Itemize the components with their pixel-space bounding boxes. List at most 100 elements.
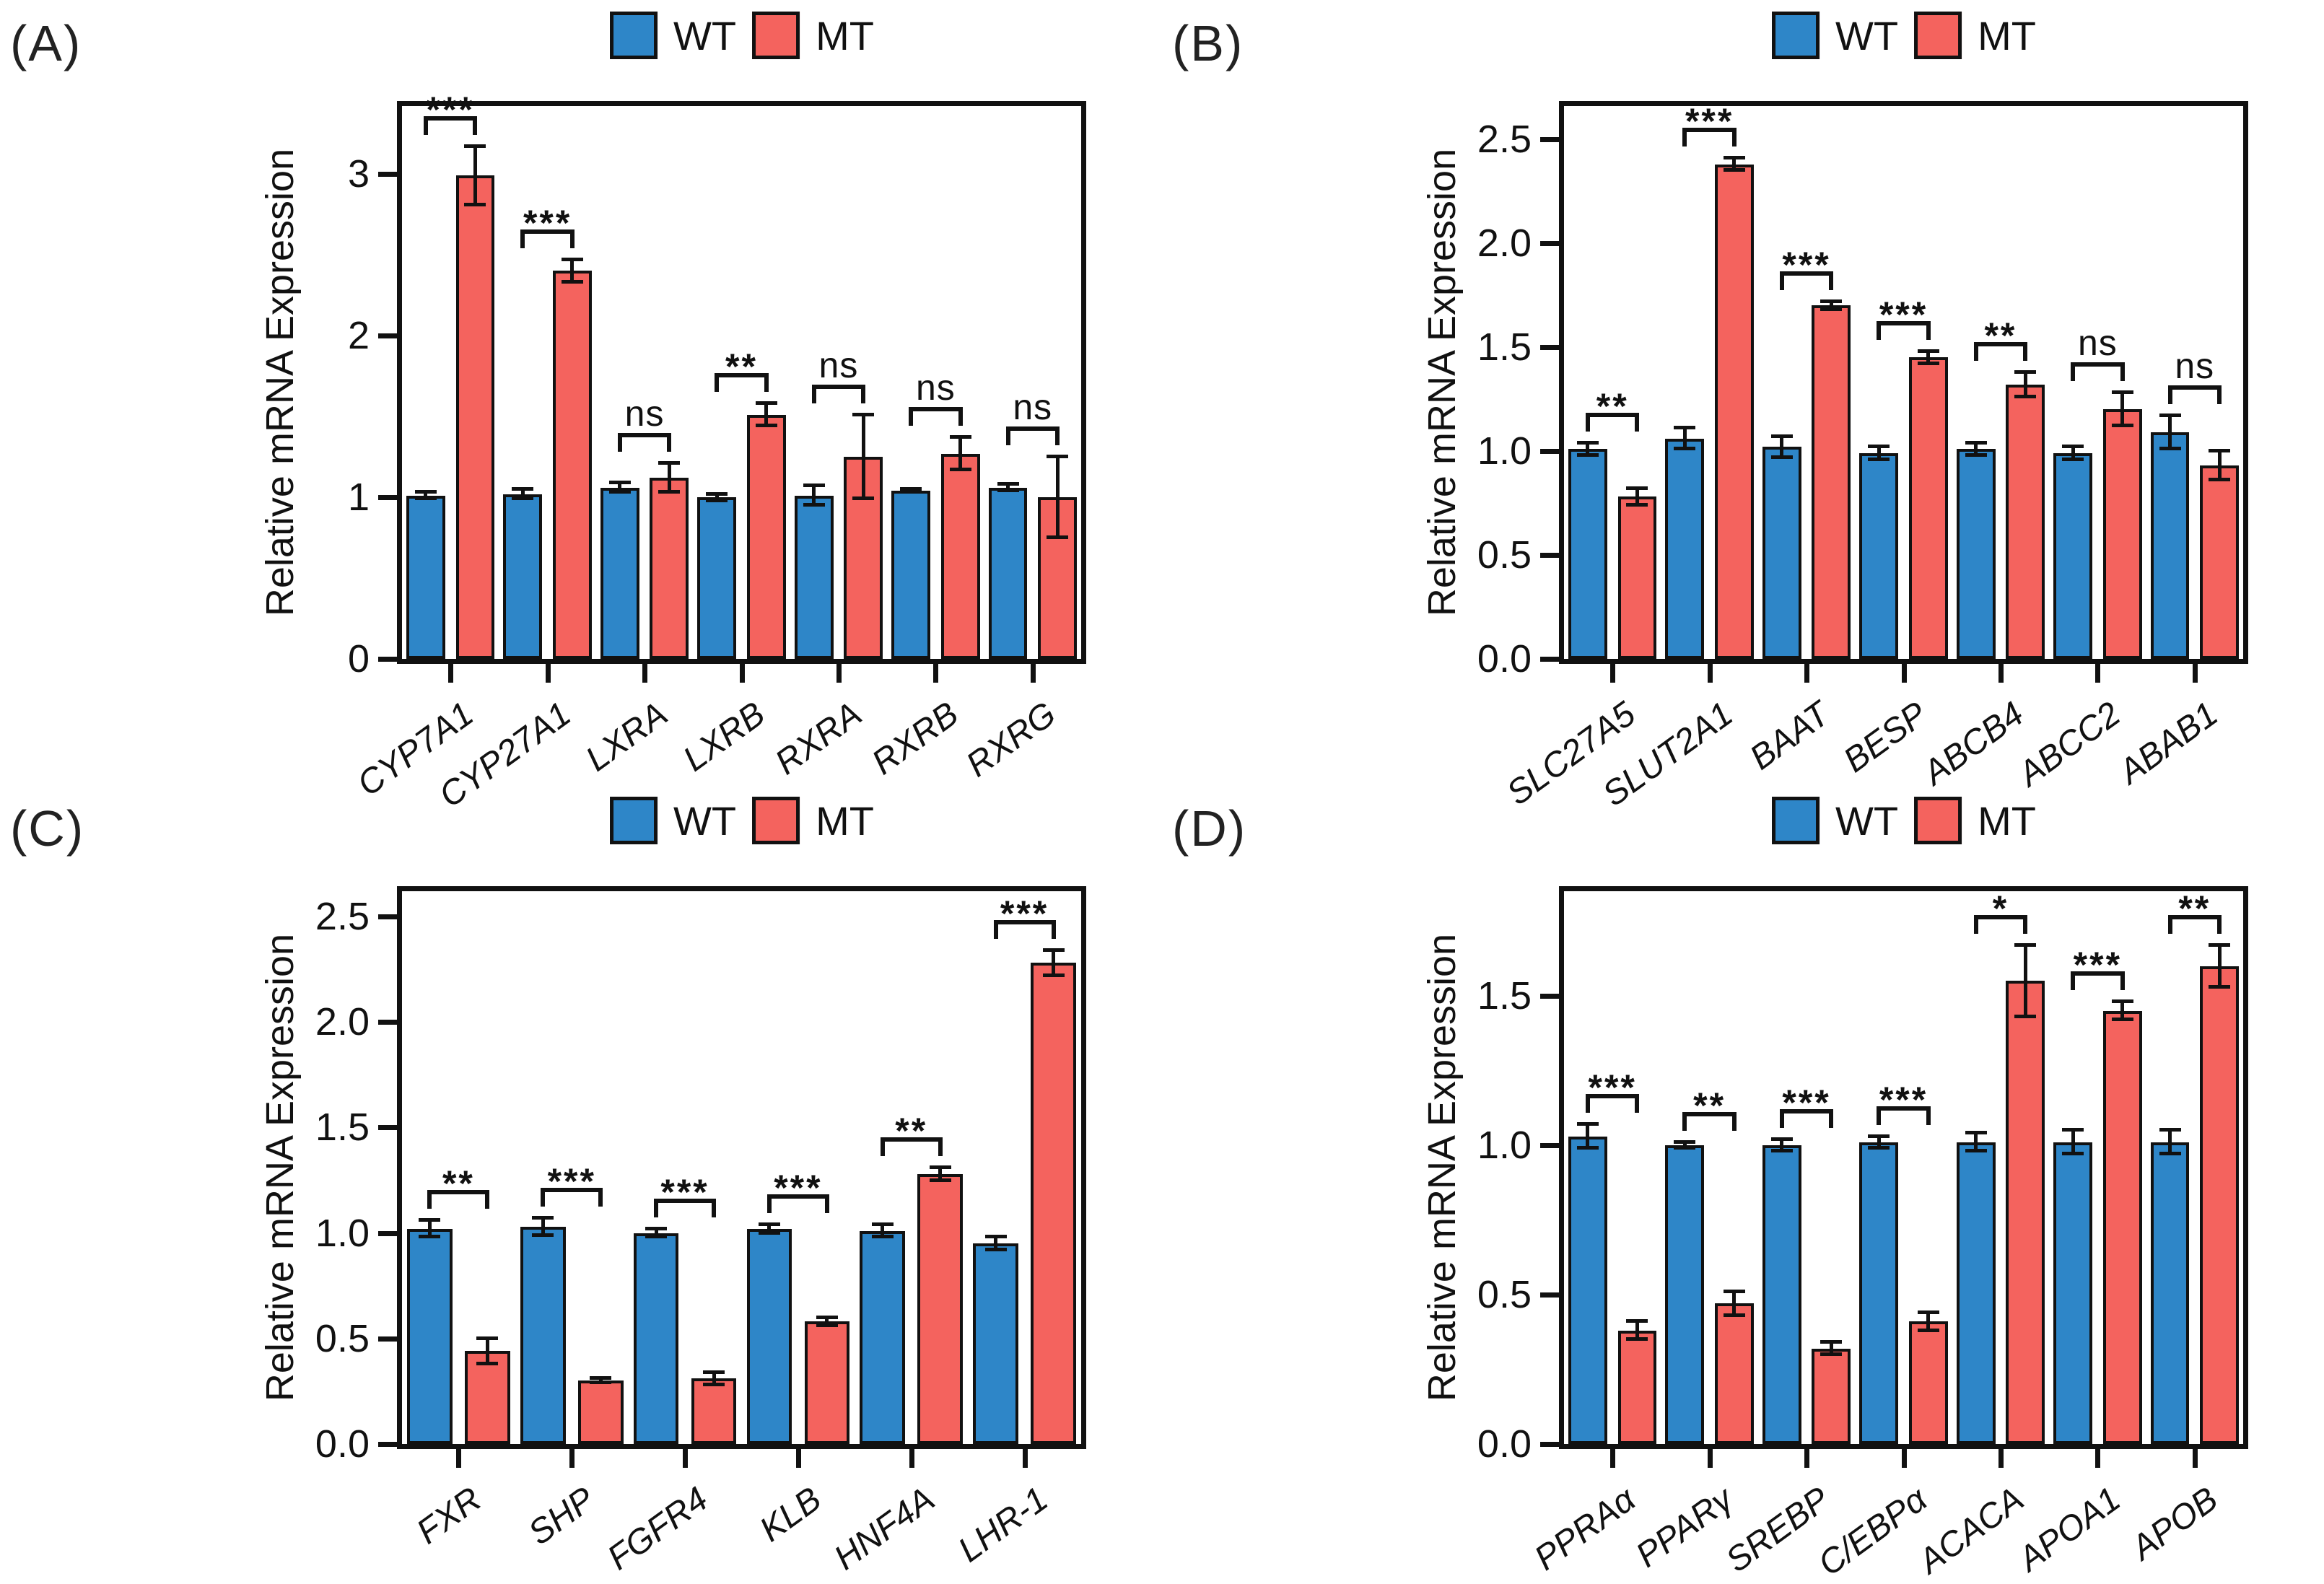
error-bar-cap (2209, 478, 2231, 482)
error-bar-cap (2159, 1128, 2181, 1132)
y-tick-label: 2 (347, 314, 370, 358)
y-tick-label: 0.0 (1477, 1422, 1532, 1466)
error-bar-cap (414, 490, 437, 494)
error-bar-cap (1042, 973, 1065, 977)
error-bar-cap (590, 1380, 612, 1385)
error-bar-cap (2062, 1152, 2084, 1156)
sig-bracket-end (2071, 976, 2076, 991)
sig-bracket (1973, 341, 2028, 346)
sig-label: *** (1000, 893, 1049, 934)
y-tick (1540, 241, 1559, 247)
error-bar (541, 1218, 545, 1235)
sig-bracket-end (617, 437, 622, 452)
error-bar-cap (984, 1248, 1007, 1252)
error-bar-cap (1917, 1310, 1939, 1314)
bar-wt (746, 1228, 792, 1444)
legend: WT MT (1772, 12, 2036, 59)
error-bar (881, 1224, 885, 1238)
plot-area-c: ** *** *** *** ** *** (397, 886, 1086, 1449)
error-bar-cap (1820, 1352, 1843, 1356)
error-bar-cap (755, 424, 777, 428)
legend-wt-label: WT (673, 797, 737, 844)
x-tick (1610, 664, 1616, 683)
error-bar-cap (2111, 424, 2133, 428)
error-bar-cap (1723, 1313, 1745, 1317)
panel-d: (D) WT MT Relative mRNA Expression *** **… (1162, 785, 2324, 1583)
sig-bracket-end (1877, 1110, 1882, 1125)
legend-wt-label: WT (1835, 797, 1899, 844)
error-bar (1829, 1342, 1833, 1355)
error-bar-cap (590, 1376, 612, 1380)
sig-bracket-end (938, 1142, 943, 1156)
error-bar-cap (2111, 390, 2133, 395)
error-bar-cap (900, 486, 922, 491)
sig-label: ns (818, 344, 859, 385)
error-bar (715, 494, 719, 501)
x-tick-label: FGFR4 (600, 1479, 715, 1578)
sig-bracket-end (1731, 1116, 1737, 1131)
sig-bracket-end (824, 1198, 829, 1213)
legend-wt-swatch (610, 12, 658, 59)
y-tick (1540, 1142, 1559, 1148)
bar-wt (973, 1243, 1018, 1444)
error-bar-cap (758, 1230, 780, 1235)
legend-wt-label: WT (1835, 12, 1899, 58)
x-tick (1707, 1449, 1713, 1468)
x-tick-label: HNF4A (827, 1479, 942, 1578)
error-bar (938, 1168, 943, 1181)
sig-bracket-end (1682, 1116, 1687, 1131)
y-tick (378, 1230, 397, 1236)
error-bar-cap (419, 1218, 441, 1222)
sig-bracket (993, 919, 1056, 924)
error-bar-cap (464, 144, 486, 148)
x-tick-label: ACACA (1911, 1479, 2031, 1581)
bar-mt (2006, 384, 2045, 659)
x-tick-label: RXRA (768, 694, 869, 783)
y-tick-label: 1.5 (315, 1106, 370, 1150)
x-tick-label: BESP (1836, 694, 1934, 780)
error-bar-cap (2014, 942, 2037, 947)
sig-label: ns (1013, 387, 1053, 428)
error-bar-cap (803, 483, 825, 488)
sig-bracket-end (715, 377, 720, 393)
error-bar (1732, 158, 1737, 171)
error-bar (1052, 950, 1056, 976)
error-bar (520, 489, 525, 499)
error-bar-cap (1626, 1337, 1648, 1342)
error-bar-cap (1868, 1146, 1890, 1150)
y-tick-label: 2.0 (1477, 222, 1532, 266)
error-bar (667, 463, 671, 493)
y-tick (1540, 553, 1559, 558)
sig-label: *** (1782, 244, 1831, 285)
error-bar-cap (2159, 413, 2181, 418)
error-bar-cap (706, 498, 728, 502)
sig-bracket-end (2023, 919, 2028, 934)
x-tick (933, 664, 939, 683)
y-tick-label: 0.5 (1477, 533, 1532, 577)
error-bar-cap (464, 202, 486, 206)
x-tick-label: LXRA (579, 694, 675, 779)
error-bar (764, 403, 769, 426)
x-tick (545, 664, 551, 683)
x-tick (1901, 1449, 1907, 1468)
error-bar-cap (1723, 168, 1745, 172)
error-bar-cap (1820, 1340, 1843, 1344)
y-tick (378, 1442, 397, 1447)
sig-bracket-end (2167, 919, 2172, 934)
y-tick-label: 1.0 (1477, 429, 1532, 473)
y-tick-label: 2.0 (315, 1000, 370, 1044)
error-bar (1682, 428, 1687, 450)
bar-mt (1617, 1330, 1657, 1444)
error-bar-cap (476, 1361, 499, 1365)
error-bar-cap (1965, 452, 1987, 457)
error-bar-cap (1626, 502, 1648, 507)
sig-label: *** (1782, 1082, 1831, 1123)
x-tick (1804, 1449, 1810, 1468)
sig-label: *** (523, 202, 572, 243)
error-bar (712, 1372, 716, 1386)
bar-mt (804, 1321, 850, 1444)
error-bar-cap (2209, 942, 2231, 947)
error-bar (2120, 1002, 2125, 1020)
error-bar (2168, 416, 2172, 450)
